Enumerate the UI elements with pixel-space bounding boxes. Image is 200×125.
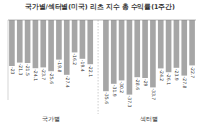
bar <box>64 20 70 75</box>
bar <box>72 20 78 52</box>
bar <box>33 20 39 68</box>
data-label: -21.3 <box>17 64 22 76</box>
bar <box>48 20 54 71</box>
bar <box>80 20 86 59</box>
data-label: -27.8 <box>182 77 187 89</box>
data-label: -24.1 <box>33 69 38 81</box>
bar <box>166 20 172 72</box>
y-axis <box>8 20 9 100</box>
data-label: -37.3 <box>127 96 132 108</box>
data-label: -23 <box>10 67 15 75</box>
data-label: -35.6 <box>104 92 109 104</box>
bar <box>150 20 156 87</box>
bar <box>87 20 93 64</box>
data-label: -28.6 <box>135 78 140 90</box>
bar <box>189 20 195 65</box>
bar <box>17 20 23 63</box>
zero-line <box>8 20 196 21</box>
data-label: -23.7 <box>41 68 46 80</box>
bar <box>56 20 62 60</box>
bar <box>25 20 31 63</box>
bar <box>158 20 164 68</box>
bar <box>119 20 125 80</box>
data-label: -19.4 <box>80 60 85 72</box>
data-label: -22.7 <box>190 66 195 78</box>
data-label: -22.1 <box>88 65 93 77</box>
data-label: -26.1 <box>166 73 171 85</box>
bar <box>103 20 109 91</box>
data-label: -31.9 <box>111 85 116 97</box>
data-label: -27.4 <box>64 76 69 88</box>
data-label: -16.2 <box>72 53 77 65</box>
data-label: -29 <box>143 79 148 87</box>
bar <box>181 20 187 76</box>
data-label: -24.2 <box>158 69 163 81</box>
data-label: -19.8 <box>57 61 62 73</box>
data-label: -30.2 <box>119 81 124 93</box>
group-label: 섹터별 <box>140 115 158 122</box>
bar <box>134 20 140 77</box>
bar <box>40 20 46 67</box>
bar <box>142 20 148 78</box>
data-label: -23.9 <box>174 69 179 81</box>
group-label: 국가별 <box>42 115 60 122</box>
data-label: -25.6 <box>49 72 54 84</box>
bar <box>111 20 117 84</box>
group-separator <box>98 20 99 114</box>
bar <box>9 20 15 66</box>
title: 국가별/섹터별(미국) 리츠 지수 총 수익률(1주간) <box>25 3 175 11</box>
data-label: -33.7 <box>151 88 156 100</box>
bars <box>9 20 195 95</box>
bar <box>127 20 133 95</box>
bar <box>174 20 180 68</box>
data-label: -21.5 <box>25 64 30 76</box>
